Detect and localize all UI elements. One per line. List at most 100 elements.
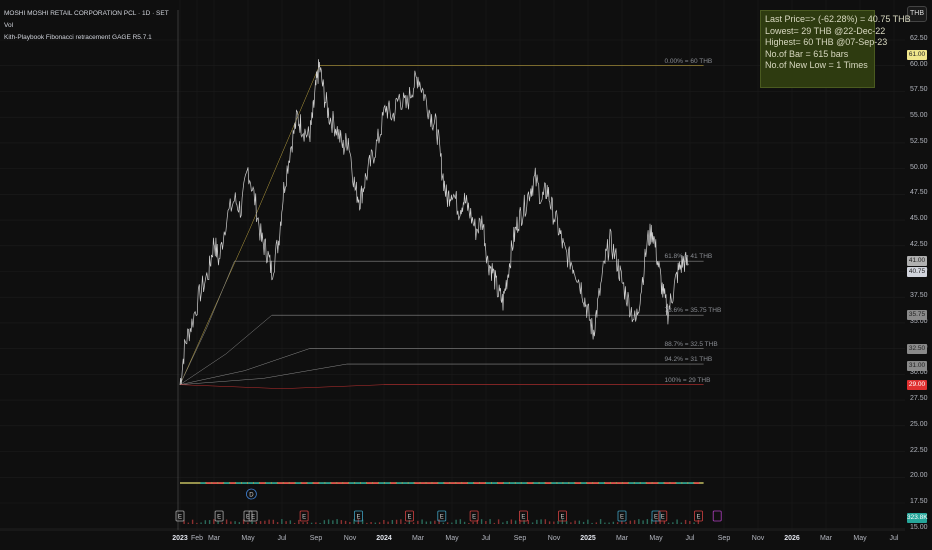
volume-bar: [236, 482, 242, 484]
volume-bar: [604, 522, 606, 524]
volume-bar: [200, 482, 206, 484]
volume-bar: [663, 521, 666, 524]
volume-bar: [272, 519, 275, 524]
event-marker-label: E: [407, 514, 411, 520]
volume-legend[interactable]: Vol: [4, 22, 14, 29]
volume-bar: [238, 522, 241, 524]
event-marker-label: E: [661, 514, 665, 520]
currency-button[interactable]: THB: [907, 6, 927, 22]
x-tick-label: May: [241, 535, 255, 542]
volume-bar: [224, 482, 230, 484]
event-marker: E: [354, 510, 363, 522]
x-tick-label: Jul: [481, 535, 491, 542]
event-marker-frame: [519, 510, 528, 522]
price-tag: 32.50: [907, 343, 927, 354]
volume-bar: [302, 522, 304, 524]
volume-bar: [315, 522, 317, 524]
volume-bar: [612, 521, 615, 524]
volume-bar: [629, 520, 632, 524]
volume-bar: [581, 482, 587, 484]
fib-ramp-line: [179, 348, 310, 385]
volume-bar: [587, 482, 593, 484]
volume-bar: [570, 522, 572, 524]
volume-bar: [187, 522, 190, 524]
x-tick-label: Mar: [411, 535, 425, 542]
volume-bar: [536, 519, 538, 524]
volume-bar: [693, 522, 695, 524]
event-marker-frame: [243, 510, 253, 522]
event-marker-label: E: [654, 514, 658, 520]
fib-level-label: 78.6% = 35.75 THB: [664, 307, 722, 315]
volume-bar: [367, 482, 372, 484]
volume-bar: [658, 482, 664, 484]
volume-bar: [468, 482, 474, 484]
fib-ramp-line: [179, 315, 272, 385]
volume-bar: [395, 519, 398, 524]
volume-bar: [242, 519, 245, 524]
volume-bar: [548, 521, 551, 524]
event-marker-label: E: [302, 514, 306, 520]
volume-bar: [591, 522, 593, 524]
event-marker: E: [651, 510, 661, 522]
volume-bar: [426, 482, 432, 484]
volume-bar: [510, 519, 513, 524]
volume-bar: [283, 482, 289, 484]
volume-bar: [357, 519, 360, 524]
x-tick-label: 2026: [784, 535, 800, 542]
volume-bar: [298, 519, 300, 524]
volume-bar: [234, 521, 236, 524]
volume-bar: [331, 482, 337, 484]
price-tag: 61.00: [907, 50, 927, 61]
volume-bar: [259, 482, 265, 484]
event-marker-label: E: [356, 514, 360, 520]
volume-bar: [506, 520, 508, 524]
volume-bar: [446, 522, 449, 524]
volume-bar: [557, 520, 559, 524]
volume-bar: [343, 482, 349, 484]
event-marker-frame: [437, 510, 447, 522]
fib-level-label: 0.00% = 60 THB: [664, 57, 713, 65]
volume-bar: [390, 482, 396, 484]
volume-bar: [432, 482, 438, 484]
volume-bar: [378, 522, 381, 524]
volume-bar: [384, 482, 390, 484]
volume-bar: [361, 482, 367, 484]
x-tick-label: 2024: [376, 535, 392, 542]
volume-bar: [527, 519, 530, 524]
indicator-legend[interactable]: Kith-Playbook Fibonacci retracement GAGE…: [4, 34, 152, 41]
x-tick-label: 2025: [580, 535, 596, 542]
fib-ramp-line: [179, 363, 347, 385]
symbol-title[interactable]: MOSHI MOSHI RETAIL CORPORATION PCL · 1D …: [4, 10, 169, 17]
y-tick-label: 60.00: [910, 60, 928, 68]
y-tick-label: 30.00: [910, 369, 928, 377]
volume-bar: [540, 519, 542, 524]
volume-bar: [625, 522, 627, 524]
volume-bar: [378, 482, 384, 484]
volume-bar: [599, 482, 605, 484]
event-marker: E: [437, 510, 447, 522]
volume-bar: [196, 522, 198, 524]
volume-bar: [459, 519, 462, 524]
volume-bar: [523, 520, 525, 524]
volume-bar: [574, 520, 576, 524]
volume-bar: [402, 482, 408, 484]
y-tick-label: 42.50: [910, 240, 928, 248]
volume-bar: [456, 482, 462, 484]
volume-bar: [370, 522, 372, 524]
volume-bar: [225, 519, 228, 524]
volume-bar: [391, 520, 394, 524]
volume-bar: [480, 519, 483, 524]
volume-bar: [306, 522, 309, 524]
y-tick-label: 55.00: [910, 112, 928, 120]
volume-bar: [633, 520, 636, 524]
event-marker: E: [694, 510, 703, 522]
info-last-price: Last Price=> (-62.28%) = 40.75 THB: [765, 14, 911, 24]
volume-bar: [251, 521, 253, 524]
info-highest: Highest= 60 THB @07-Sep-23: [765, 37, 888, 48]
volume-bar: [578, 520, 581, 524]
volume-bar: [295, 482, 301, 484]
x-tick-label: Mar: [207, 535, 221, 542]
x-tick-label: Jul: [685, 535, 695, 542]
volume-bar: [569, 482, 575, 484]
